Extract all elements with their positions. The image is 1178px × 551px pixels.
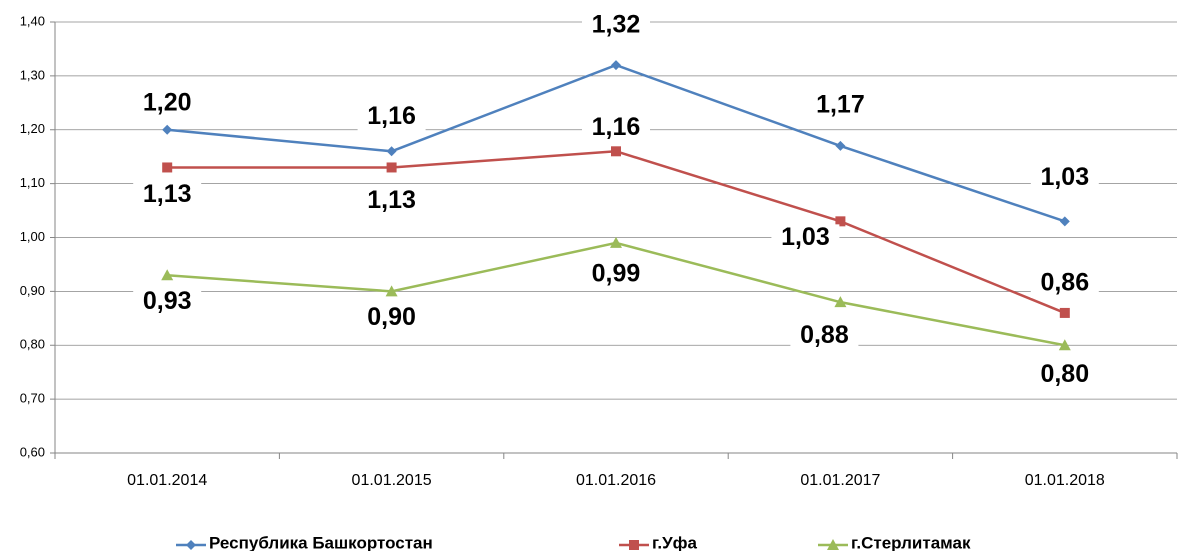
y-tick-label: 0,80: [20, 337, 45, 352]
label-bg: [771, 224, 840, 253]
y-tick-label: 1,10: [20, 175, 45, 190]
x-tick-label: 01.01.2018: [1025, 472, 1105, 489]
label-bg: [1030, 269, 1099, 298]
y-tick-label: 1,40: [20, 13, 45, 28]
marker: [386, 162, 397, 173]
marker: [1059, 216, 1070, 227]
data-label: 0,90: [367, 303, 416, 331]
x-tick-label: 01.01.2015: [352, 472, 432, 489]
y-tick-label: 0,70: [20, 391, 45, 406]
y-tick-label: 1,20: [20, 121, 45, 136]
label-bg: [582, 260, 650, 289]
data-label: 1,32: [592, 11, 641, 39]
marker: [611, 60, 621, 71]
y-tick-label: 0,90: [20, 283, 45, 298]
label-bg: [133, 89, 202, 118]
data-label: 1,16: [367, 102, 416, 130]
marker: [386, 146, 397, 157]
data-label: 1,13: [143, 180, 192, 208]
marker: [162, 162, 173, 173]
label-bg: [806, 91, 875, 120]
marker: [186, 540, 196, 550]
data-label: 0,80: [1040, 360, 1089, 388]
label-bg: [133, 288, 202, 317]
legend-label: г.Стерлитамак: [851, 533, 971, 551]
label-bg: [1030, 361, 1099, 390]
x-tick-label: 01.01.2014: [127, 472, 207, 489]
y-tick-label: 1,00: [20, 229, 45, 244]
y-tick-label: 1,30: [20, 67, 45, 82]
data-label: 1,13: [367, 186, 416, 214]
marker: [162, 124, 173, 135]
marker: [834, 296, 847, 308]
data-label: 1,03: [1040, 163, 1089, 191]
data-label: 1,03: [781, 223, 830, 251]
label-bg: [357, 187, 426, 216]
data-label: 0,93: [143, 287, 192, 315]
marker: [161, 269, 174, 281]
data-label: 0,88: [800, 321, 849, 349]
marker: [835, 140, 846, 151]
label-bg: [133, 181, 202, 210]
marker: [827, 539, 839, 550]
marker: [629, 540, 639, 550]
legend-label: г.Уфа: [652, 533, 698, 551]
label-bg: [582, 114, 650, 143]
data-label: 0,99: [592, 259, 641, 287]
data-label: 1,16: [592, 113, 641, 141]
label-bg: [357, 103, 426, 132]
marker: [610, 236, 622, 248]
legend-label: Республика Башкортостан: [209, 533, 433, 551]
x-tick-label: 01.01.2016: [576, 472, 656, 489]
data-label: 1,17: [816, 91, 865, 119]
data-label: 0,86: [1040, 269, 1089, 297]
x-tick-label: 01.01.2017: [800, 472, 880, 489]
label-bg: [582, 12, 650, 41]
marker: [611, 146, 621, 157]
marker: [1058, 339, 1071, 351]
marker: [1059, 307, 1070, 318]
marker: [385, 285, 398, 297]
marker: [835, 216, 846, 227]
label-bg: [357, 304, 426, 333]
label-bg: [790, 322, 859, 351]
data-label: 1,20: [143, 88, 192, 116]
label-bg: [1030, 164, 1099, 193]
series-line: [167, 63, 1066, 223]
y-tick-label: 0,60: [20, 444, 45, 459]
